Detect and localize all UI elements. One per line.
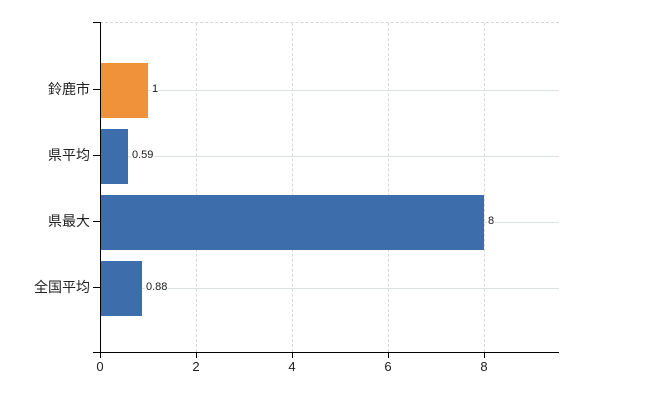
bar xyxy=(100,194,484,250)
gridline-vertical xyxy=(292,23,293,352)
x-axis-tick xyxy=(484,352,485,358)
y-axis-tick xyxy=(93,287,100,288)
category-label: 県平均 xyxy=(48,147,90,163)
x-tick-label: 0 xyxy=(96,359,104,374)
x-axis-tick xyxy=(388,352,389,358)
y-axis-line xyxy=(100,22,101,358)
bar-value-label: 0.88 xyxy=(145,281,169,294)
gridline-horizontal xyxy=(100,156,559,157)
gridline-vertical xyxy=(196,23,197,352)
x-tick-label: 6 xyxy=(384,359,392,374)
y-axis-tick xyxy=(93,89,100,90)
x-axis-line xyxy=(93,352,559,353)
x-axis-tick xyxy=(196,352,197,358)
gridline-vertical xyxy=(484,23,485,352)
category-label: 全国平均 xyxy=(34,279,90,295)
bar xyxy=(100,260,142,316)
category-label: 県最大 xyxy=(48,213,90,229)
category-label: 鈴鹿市 xyxy=(48,81,90,97)
y-axis-tick xyxy=(93,155,100,156)
x-tick-label: 4 xyxy=(288,359,296,374)
x-tick-label: 8 xyxy=(480,359,488,374)
bar-value-label: 8 xyxy=(487,215,496,228)
y-axis-end-tick xyxy=(93,22,100,23)
bar xyxy=(100,62,148,118)
bar-value-label: 1 xyxy=(151,83,160,96)
bar xyxy=(100,128,128,184)
x-tick-label: 2 xyxy=(192,359,200,374)
bar-value-label: 0.59 xyxy=(131,149,155,162)
gridline-vertical xyxy=(388,23,389,352)
y-axis-tick xyxy=(93,221,100,222)
gridline-horizontal xyxy=(100,288,559,289)
x-axis-tick xyxy=(292,352,293,358)
plot-area: 1 0.59 8 0.88 xyxy=(100,22,559,352)
gridline-horizontal xyxy=(100,90,559,91)
